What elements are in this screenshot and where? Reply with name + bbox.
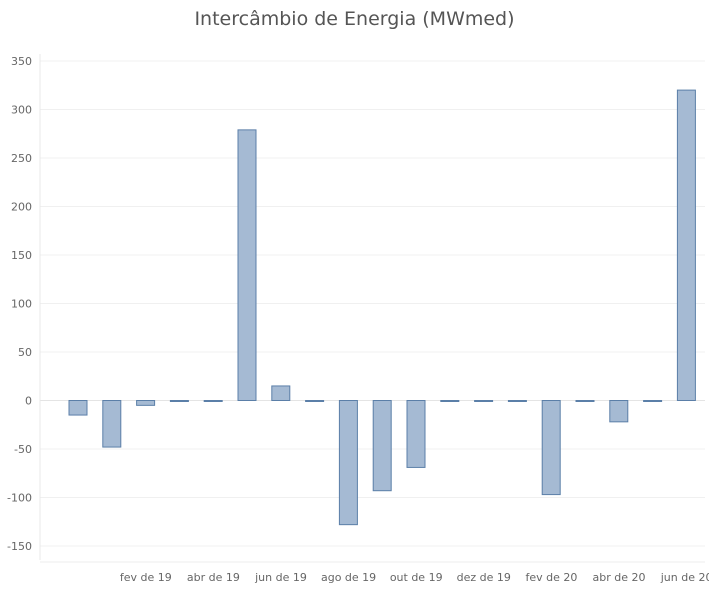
y-tick-label: 300 [11,104,32,117]
x-tick-label: jun de 19 [254,571,307,584]
x-tick-label: abr de 20 [593,571,646,584]
axis-layer [39,54,705,563]
bar [474,400,494,402]
tick-layer: 350 300 250 200 150 100 50 0 -50 -100 -150 fev de 1… [7,55,709,584]
bar [541,400,561,496]
bar [136,400,156,406]
y-tick-label: 0 [25,395,32,408]
y-tick-label: -150 [7,540,32,553]
bar [575,400,595,402]
x-tick-label: out de 19 [390,571,443,584]
y-tick-label: 350 [11,55,32,68]
y-tick-label: 200 [11,201,32,214]
bar [203,400,223,402]
bar [169,400,189,402]
bar [507,400,527,402]
bar [676,89,696,401]
bar [406,400,426,468]
bar [372,400,392,492]
chart-title: Intercâmbio de Energia (MWmed) [194,8,515,30]
bar [102,400,122,448]
bar-layer [68,89,696,526]
x-tick-label: ago de 19 [321,571,376,584]
bar [609,400,629,423]
x-tick-label: fev de 20 [525,571,577,584]
bar [440,400,460,402]
bar [237,129,257,401]
x-tick-label: abr de 19 [187,571,240,584]
y-tick-label: 250 [11,152,32,165]
y-tick-label: 100 [11,298,32,311]
y-tick-label: 150 [11,249,32,262]
y-tick-label: -50 [14,443,32,456]
x-tick-label: fev de 19 [120,571,172,584]
x-tick-label: dez de 19 [457,571,511,584]
x-tick-label: jun de 20 [660,571,709,584]
y-tick-label: 50 [18,346,32,359]
bar [68,400,88,416]
bar [271,385,291,402]
grid-layer [40,60,705,547]
bar [338,400,358,526]
y-tick-label: -100 [7,492,32,505]
bar [305,400,325,402]
bar [643,400,663,402]
